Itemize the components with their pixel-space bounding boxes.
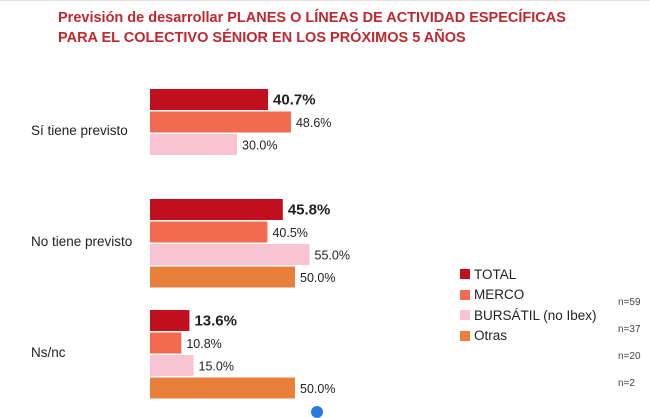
legend-item-merco: MERCO <box>460 285 597 306</box>
legend-swatch-merco <box>460 289 470 300</box>
data-label: 40.5% <box>272 226 307 240</box>
bar <box>150 332 182 354</box>
data-label: 15.0% <box>199 360 234 374</box>
data-label: 13.6% <box>194 313 237 330</box>
chart-title: Previsión de desarrollar PLANES O LÍNEAS… <box>58 8 618 48</box>
sample-size-otras: n=2 <box>618 378 635 389</box>
bar <box>150 355 194 376</box>
bar <box>150 244 310 265</box>
bar <box>150 89 269 110</box>
legend-item-otras: Otras <box>460 326 597 347</box>
bar <box>150 221 268 243</box>
data-label: 48.6% <box>296 116 331 130</box>
bar <box>150 266 295 288</box>
data-label: 45.8% <box>288 202 331 219</box>
category-label: No tiene previsto <box>31 234 132 249</box>
sample-size-merco: n=37 <box>618 324 641 335</box>
legend-swatch-total <box>460 269 470 280</box>
sample-size-total: n=59 <box>618 297 641 308</box>
chart-title-line-2: PARA EL COLECTIVO SÉNIOR EN LOS PRÓXIMOS… <box>58 30 466 46</box>
top-border <box>0 0 650 1</box>
legend-label-otras: Otras <box>474 328 508 344</box>
data-label: 50.0% <box>300 271 335 285</box>
chart-title-line-1: Previsión de desarrollar PLANES O LÍNEAS… <box>58 10 566 26</box>
bar <box>150 134 237 155</box>
bar <box>150 310 190 331</box>
legend-swatch-otras <box>460 330 470 341</box>
category-label: Ns/nc <box>31 345 66 360</box>
data-label: 10.8% <box>186 337 221 351</box>
page-indicator-dot[interactable] <box>311 406 323 418</box>
data-label: 50.0% <box>300 382 335 396</box>
sample-sizes: n=59 n=37 n=20 n=2 <box>618 297 641 405</box>
bar <box>150 111 291 133</box>
legend: TOTAL MERCO BURSÁTIL (no Ibex) Otras <box>460 264 597 346</box>
bar <box>150 377 295 399</box>
legend-label-total: TOTAL <box>474 266 517 282</box>
legend-item-bursatil: BURSÁTIL (no Ibex) <box>460 305 597 326</box>
data-label: 30.0% <box>242 139 277 153</box>
legend-swatch-bursatil <box>460 310 470 321</box>
bar <box>150 199 283 220</box>
legend-label-bursatil: BURSÁTIL (no Ibex) <box>474 307 597 323</box>
data-label: 55.0% <box>315 249 350 263</box>
legend-item-total: TOTAL <box>460 264 597 285</box>
sample-size-bursatil: n=20 <box>618 351 641 362</box>
legend-label-merco: MERCO <box>474 287 525 303</box>
data-label: 40.7% <box>273 92 316 109</box>
category-label: Sí tiene previsto <box>31 123 128 138</box>
